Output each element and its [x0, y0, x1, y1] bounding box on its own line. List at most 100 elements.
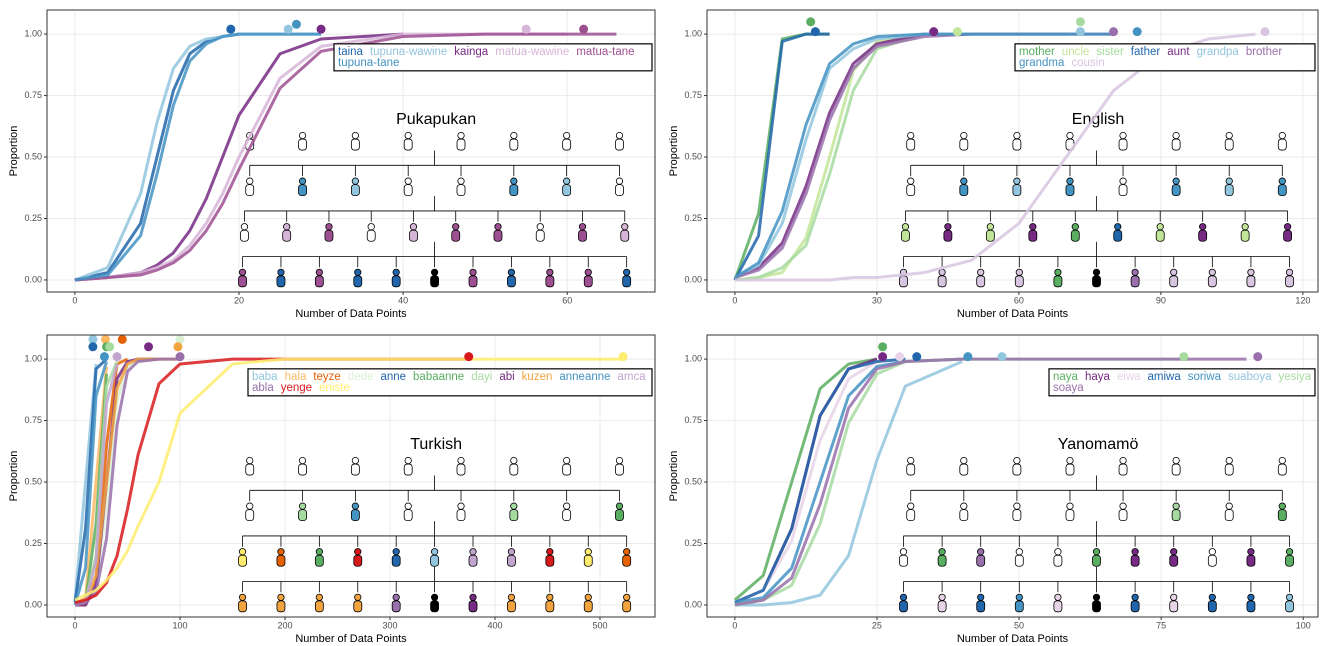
kin-body — [456, 463, 466, 476]
kin-body — [276, 275, 286, 288]
x-tick-label: 60 — [562, 295, 572, 305]
kin-head — [563, 131, 571, 140]
legend-label: yenge — [281, 382, 312, 394]
x-tick-label: 20 — [234, 295, 244, 305]
kin-body — [1240, 229, 1250, 242]
kin-body — [906, 138, 916, 151]
kin-body — [353, 554, 363, 567]
kin-body — [1053, 275, 1063, 288]
kin-head — [1247, 548, 1255, 556]
kin-head — [246, 456, 254, 465]
kin-head — [1015, 548, 1023, 556]
kin-head — [238, 548, 247, 556]
kin-head — [457, 502, 465, 510]
legend-box — [333, 43, 653, 72]
kin-head — [354, 548, 362, 556]
kin-head — [536, 223, 544, 231]
kin-body — [899, 600, 908, 613]
kin-head — [938, 268, 946, 276]
kin-head — [315, 593, 323, 601]
series-line — [74, 357, 621, 602]
kin-head — [1131, 593, 1139, 601]
end-marker — [99, 352, 109, 362]
kin-body — [456, 184, 466, 197]
x-tick-label: 90 — [1156, 295, 1166, 305]
legend-label: yesiya — [1278, 371, 1311, 383]
end-marker — [88, 334, 98, 344]
y-tick-label: 1.00 — [684, 28, 702, 38]
kin-head — [507, 593, 516, 601]
kin-body — [282, 229, 292, 242]
legend-label: cousin — [1071, 57, 1104, 69]
legend-box — [1048, 368, 1316, 397]
kin-head — [1071, 223, 1079, 231]
series-line — [74, 32, 568, 282]
panel-title: Turkish — [410, 436, 462, 453]
kin-head — [1015, 268, 1023, 276]
kin-head — [1092, 548, 1101, 556]
end-marker — [997, 352, 1007, 362]
kin-head — [1285, 268, 1294, 276]
kin-head — [392, 548, 400, 556]
x-axis-label: Number of Data Points — [957, 308, 1069, 320]
kin-head — [1114, 223, 1122, 231]
kin-head — [1170, 268, 1178, 276]
end-marker — [963, 352, 973, 362]
kin-body — [1014, 554, 1024, 567]
kin-body — [615, 138, 624, 151]
y-tick-label: 0.25 — [24, 538, 42, 548]
kin-head — [1131, 268, 1139, 276]
kin-head — [354, 268, 362, 276]
panel-title: Yanomamö — [1058, 436, 1139, 453]
kin-body — [1285, 600, 1294, 613]
kin-body — [509, 463, 519, 476]
kin-body — [468, 275, 478, 288]
end-marker — [1109, 27, 1119, 37]
kin-body — [1012, 463, 1022, 476]
kin-head — [238, 593, 247, 601]
kin-body — [1130, 275, 1140, 288]
kin-body — [1224, 463, 1234, 476]
kin-body — [615, 509, 624, 522]
kin-head — [469, 548, 477, 556]
kin-body — [507, 554, 516, 567]
kin-body — [1065, 463, 1075, 476]
end-marker — [1075, 17, 1085, 27]
y-tick-label: 0.25 — [684, 538, 702, 548]
kin-body — [1246, 554, 1256, 567]
kin-head — [1278, 502, 1286, 510]
kin-body — [901, 229, 910, 242]
end-marker — [1075, 27, 1085, 37]
kin-head — [1066, 131, 1074, 140]
kin-head — [1208, 268, 1216, 276]
kin-head — [469, 268, 477, 276]
x-axis-label: Number of Data Points — [957, 633, 1069, 645]
kin-head — [367, 223, 375, 231]
legend-label: hala — [285, 371, 307, 383]
kin-body — [350, 184, 360, 197]
legend-label: taina — [338, 46, 364, 58]
legend-label: abi — [499, 371, 514, 383]
y-axis-label: Proportion — [8, 126, 20, 177]
kin-body — [391, 600, 401, 613]
kin-head — [315, 548, 323, 556]
kin-head — [901, 223, 910, 231]
kin-body — [245, 509, 255, 522]
legend-label: eiwa — [1117, 371, 1141, 383]
kin-head — [351, 456, 359, 465]
kin-body — [509, 184, 519, 197]
kin-head — [899, 548, 908, 556]
end-marker — [88, 342, 98, 352]
kin-head — [907, 177, 915, 185]
kin-body — [583, 600, 593, 613]
kin-body — [507, 600, 516, 613]
kin-head — [623, 268, 631, 276]
legend-label: tupuna-wawine — [370, 46, 447, 58]
x-tick-label: 0 — [72, 295, 77, 305]
kin-head — [938, 548, 946, 556]
kin-head — [315, 268, 323, 276]
legend-box — [1014, 43, 1316, 72]
end-marker — [112, 352, 122, 362]
kin-body — [1171, 138, 1181, 151]
kin-head — [1225, 456, 1233, 465]
